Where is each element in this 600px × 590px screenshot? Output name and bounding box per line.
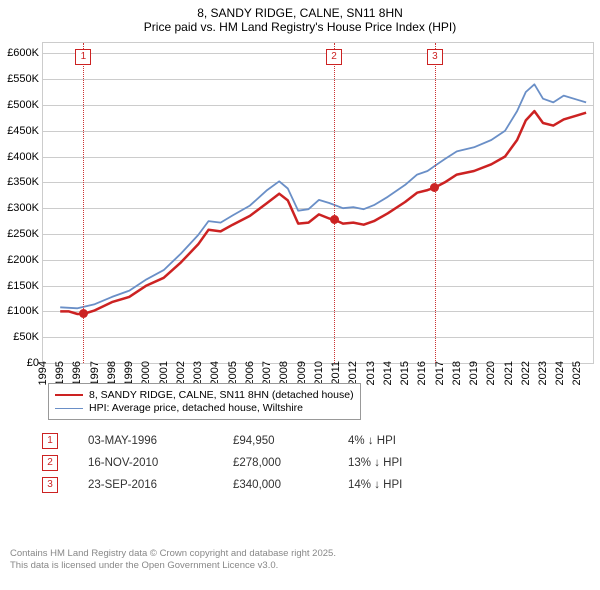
x-tick-label: 1994 bbox=[37, 361, 49, 385]
legend-swatch bbox=[55, 408, 83, 409]
x-tick-label: 2003 bbox=[192, 361, 204, 385]
x-tick-label: 2013 bbox=[365, 361, 377, 385]
x-tick-label: 2009 bbox=[296, 361, 308, 385]
event-marker: 2 bbox=[42, 455, 58, 471]
title-block: 8, SANDY RIDGE, CALNE, SN11 8HN Price pa… bbox=[0, 0, 600, 34]
footer-line2: This data is licensed under the Open Gov… bbox=[10, 560, 336, 572]
event-date: 16-NOV-2010 bbox=[88, 457, 233, 469]
chart-document: 8, SANDY RIDGE, CALNE, SN11 8HN Price pa… bbox=[0, 0, 600, 590]
y-tick-label: £500K bbox=[3, 99, 39, 111]
events-table: 1 03-MAY-1996£94,9504% ↓ HPI 2 16-NOV-2010£… bbox=[42, 430, 478, 496]
x-tick-label: 1999 bbox=[123, 361, 135, 385]
x-tick-label: 2012 bbox=[347, 361, 359, 385]
x-tick-label: 2020 bbox=[485, 361, 497, 385]
event-date: 23-SEP-2016 bbox=[88, 479, 233, 491]
x-tick-label: 2005 bbox=[227, 361, 239, 385]
x-tick-label: 2000 bbox=[140, 361, 152, 385]
y-tick-label: £300K bbox=[3, 202, 39, 214]
x-tick-label: 2006 bbox=[244, 361, 256, 385]
x-tick-label: 2011 bbox=[330, 361, 342, 385]
series-svg bbox=[43, 43, 593, 363]
event-price: £340,000 bbox=[233, 479, 348, 491]
legend-row: HPI: Average price, detached house, Wilt… bbox=[55, 402, 354, 414]
y-tick-label: £450K bbox=[3, 125, 39, 137]
y-tick-label: £250K bbox=[3, 228, 39, 240]
event-date: 03-MAY-1996 bbox=[88, 435, 233, 447]
x-tick-label: 1995 bbox=[54, 361, 66, 385]
y-tick-label: £400K bbox=[3, 151, 39, 163]
event-marker: 3 bbox=[427, 49, 443, 65]
x-tick-label: 2001 bbox=[158, 361, 170, 385]
y-tick-label: £200K bbox=[3, 254, 39, 266]
y-tick-label: £550K bbox=[3, 73, 39, 85]
x-tick-label: 2015 bbox=[399, 361, 411, 385]
x-tick-label: 2019 bbox=[468, 361, 480, 385]
y-tick-label: £100K bbox=[3, 305, 39, 317]
legend-row: 8, SANDY RIDGE, CALNE, SN11 8HN (detache… bbox=[55, 389, 354, 401]
title-line2: Price paid vs. HM Land Registry's House … bbox=[0, 20, 600, 34]
y-tick-label: £150K bbox=[3, 280, 39, 292]
event-diff: 4% ↓ HPI bbox=[348, 435, 478, 447]
y-tick-label: £0 bbox=[3, 357, 39, 369]
event-marker: 1 bbox=[75, 49, 91, 65]
x-tick-label: 2023 bbox=[537, 361, 549, 385]
x-tick-label: 2017 bbox=[434, 361, 446, 385]
events-table-row: 1 03-MAY-1996£94,9504% ↓ HPI bbox=[42, 430, 478, 452]
legend-label: 8, SANDY RIDGE, CALNE, SN11 8HN (detache… bbox=[89, 389, 354, 401]
footer-line1: Contains HM Land Registry data © Crown c… bbox=[10, 548, 336, 560]
event-line bbox=[334, 43, 335, 363]
x-tick-label: 2010 bbox=[313, 361, 325, 385]
event-line bbox=[435, 43, 436, 363]
x-tick-label: 2016 bbox=[416, 361, 428, 385]
x-tick-label: 2002 bbox=[175, 361, 187, 385]
legend-swatch bbox=[55, 394, 83, 396]
x-tick-label: 2021 bbox=[503, 361, 515, 385]
x-tick-label: 2014 bbox=[382, 361, 394, 385]
legend-label: HPI: Average price, detached house, Wilt… bbox=[89, 402, 303, 414]
event-diff: 14% ↓ HPI bbox=[348, 479, 478, 491]
x-tick-label: 2008 bbox=[278, 361, 290, 385]
y-tick-label: £50K bbox=[3, 331, 39, 343]
x-tick-label: 1998 bbox=[106, 361, 118, 385]
event-marker: 2 bbox=[326, 49, 342, 65]
events-table-row: 3 23-SEP-2016£340,00014% ↓ HPI bbox=[42, 474, 478, 496]
x-tick-label: 2025 bbox=[571, 361, 583, 385]
x-tick-label: 2022 bbox=[520, 361, 532, 385]
x-tick-label: 1997 bbox=[89, 361, 101, 385]
event-price: £94,950 bbox=[233, 435, 348, 447]
x-tick-label: 2024 bbox=[554, 361, 566, 385]
legend-box: 8, SANDY RIDGE, CALNE, SN11 8HN (detache… bbox=[48, 383, 361, 420]
title-line1: 8, SANDY RIDGE, CALNE, SN11 8HN bbox=[0, 6, 600, 20]
events-table-row: 2 16-NOV-2010£278,00013% ↓ HPI bbox=[42, 452, 478, 474]
x-tick-label: 2007 bbox=[261, 361, 273, 385]
y-tick-label: £600K bbox=[3, 47, 39, 59]
event-marker: 3 bbox=[42, 477, 58, 493]
series-line bbox=[60, 84, 586, 308]
x-tick-label: 2004 bbox=[209, 361, 221, 385]
event-diff: 13% ↓ HPI bbox=[348, 457, 478, 469]
sale-point bbox=[330, 215, 339, 224]
x-tick-label: 1996 bbox=[71, 361, 83, 385]
event-marker: 1 bbox=[42, 433, 58, 449]
footer: Contains HM Land Registry data © Crown c… bbox=[10, 548, 336, 572]
plot-area: £0£50K£100K£150K£200K£250K£300K£350K£400… bbox=[42, 42, 594, 364]
x-tick-label: 2018 bbox=[451, 361, 463, 385]
event-price: £278,000 bbox=[233, 457, 348, 469]
y-tick-label: £350K bbox=[3, 176, 39, 188]
